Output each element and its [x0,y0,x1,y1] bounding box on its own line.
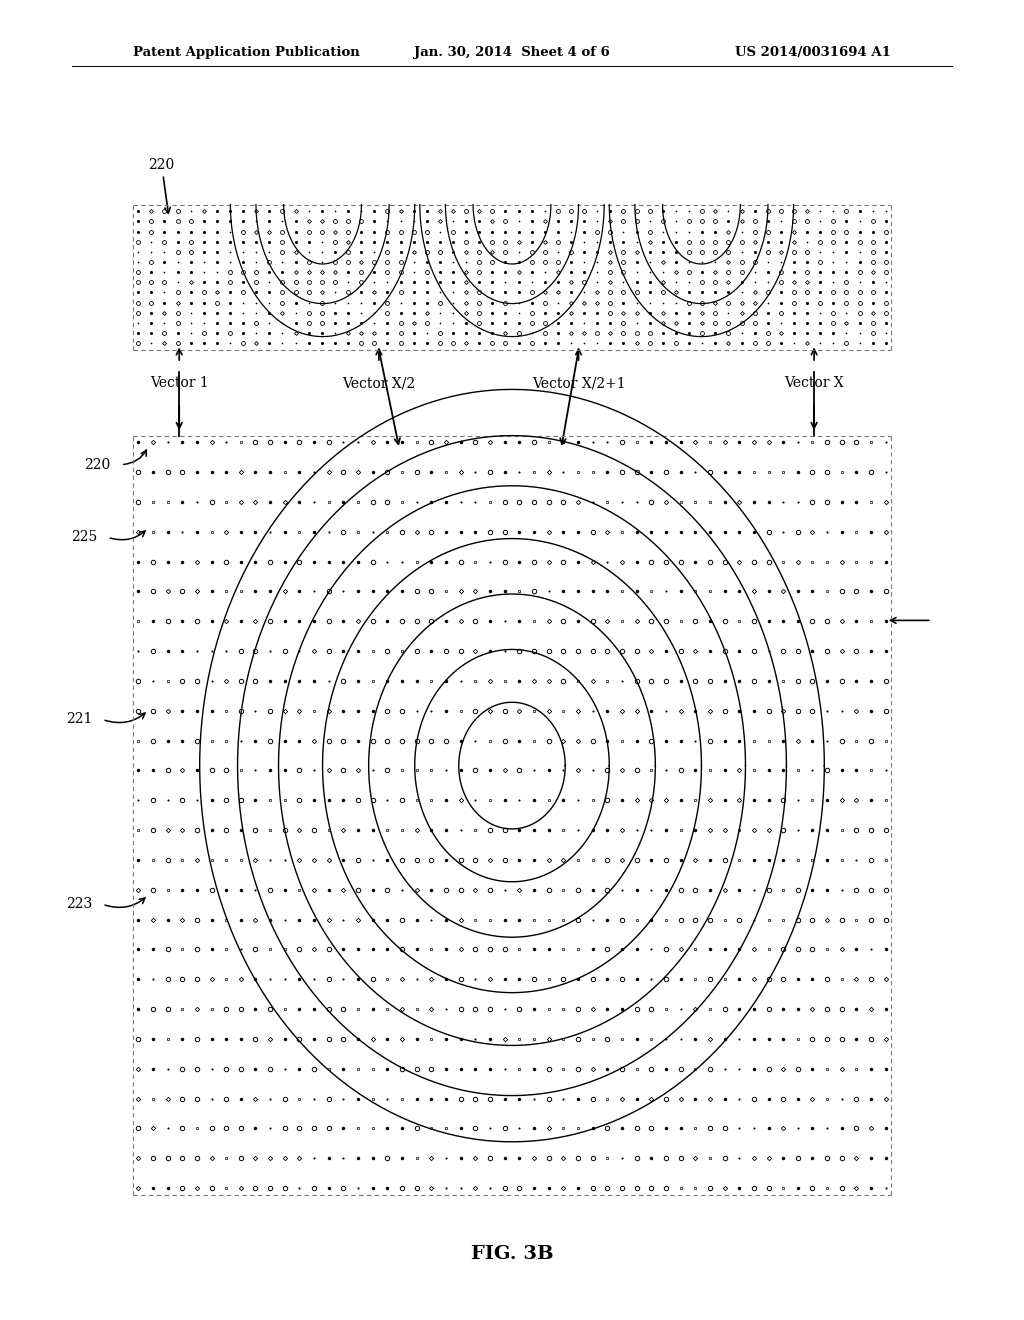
Text: Vector 1: Vector 1 [150,376,209,391]
Text: Patent Application Publication: Patent Application Publication [133,46,359,59]
Text: Jan. 30, 2014  Sheet 4 of 6: Jan. 30, 2014 Sheet 4 of 6 [414,46,610,59]
Text: FIG. 3B: FIG. 3B [471,1245,553,1263]
Text: 220: 220 [84,458,111,471]
Text: US 2014/0031694 A1: US 2014/0031694 A1 [735,46,891,59]
Text: 221: 221 [66,713,92,726]
Text: 223: 223 [66,898,92,911]
Text: 225: 225 [71,531,97,544]
Text: Vector X: Vector X [784,376,844,391]
Text: 220: 220 [148,157,175,214]
Text: Vector X/2+1: Vector X/2+1 [531,376,626,391]
Text: Vector X/2: Vector X/2 [342,376,416,391]
